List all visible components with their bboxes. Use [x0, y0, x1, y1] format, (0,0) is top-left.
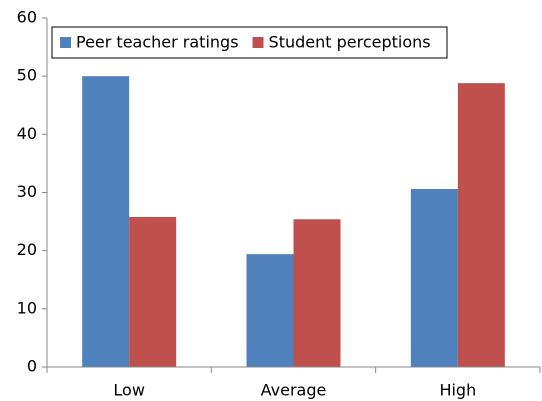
bar	[293, 219, 341, 367]
legend-swatch	[60, 37, 71, 48]
bar	[410, 189, 458, 367]
x-tick-label: Low	[113, 381, 145, 400]
y-tick-label: 60	[17, 8, 37, 27]
bar	[82, 76, 130, 368]
legend-swatch	[252, 37, 264, 48]
x-tick-label: High	[439, 381, 476, 400]
bar	[129, 216, 177, 367]
x-tick-label: Average	[261, 381, 327, 400]
legend-label: Student perceptions	[269, 33, 431, 52]
legend-label: Peer teacher ratings	[76, 33, 239, 52]
y-tick-label: 20	[17, 240, 37, 259]
y-tick-label: 30	[17, 182, 37, 201]
y-tick-label: 0	[27, 357, 37, 376]
bar	[457, 83, 505, 367]
legend-box	[51, 26, 448, 59]
bar	[246, 254, 294, 367]
y-tick-label: 40	[17, 124, 37, 143]
y-tick-label: 10	[17, 298, 37, 317]
y-tick-label: 50	[17, 66, 37, 85]
